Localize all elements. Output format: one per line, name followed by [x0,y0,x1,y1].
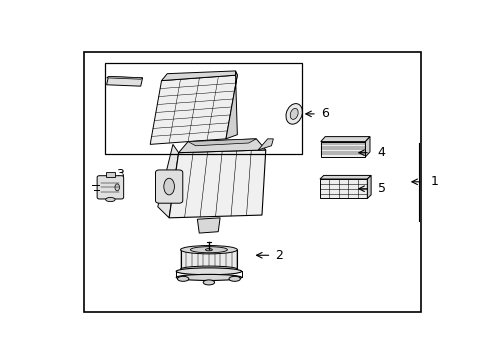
Ellipse shape [177,276,188,281]
Polygon shape [169,150,265,218]
Polygon shape [158,144,178,218]
Text: 3: 3 [116,168,123,181]
Bar [320,141,365,157]
Text: 1: 1 [430,175,438,188]
Text: 2: 2 [275,249,283,262]
Polygon shape [319,175,370,179]
Polygon shape [320,136,369,141]
Text: 5: 5 [377,182,385,195]
Polygon shape [258,139,273,150]
Polygon shape [365,136,369,157]
Bar [104,63,301,154]
Polygon shape [161,71,237,81]
Ellipse shape [180,266,237,272]
Polygon shape [197,218,220,233]
Polygon shape [150,75,237,144]
Polygon shape [106,76,142,86]
Ellipse shape [228,276,240,281]
Ellipse shape [105,198,115,202]
Ellipse shape [290,108,298,120]
Ellipse shape [163,178,174,195]
Text: 6: 6 [320,107,328,120]
Ellipse shape [285,104,302,124]
Ellipse shape [205,249,212,251]
Bar [84,51,420,312]
Polygon shape [225,71,237,139]
Polygon shape [188,139,256,146]
Ellipse shape [176,268,241,275]
Bar [180,250,237,269]
Ellipse shape [190,247,227,253]
Ellipse shape [180,246,237,254]
Polygon shape [178,139,265,153]
Ellipse shape [176,268,241,275]
Ellipse shape [203,280,214,285]
Bar [105,172,115,177]
Ellipse shape [176,274,241,280]
Bar [319,179,366,198]
Text: 4: 4 [377,146,385,159]
FancyBboxPatch shape [155,170,183,203]
FancyBboxPatch shape [97,176,123,199]
Polygon shape [106,76,142,79]
Polygon shape [366,175,370,198]
Ellipse shape [115,184,119,191]
